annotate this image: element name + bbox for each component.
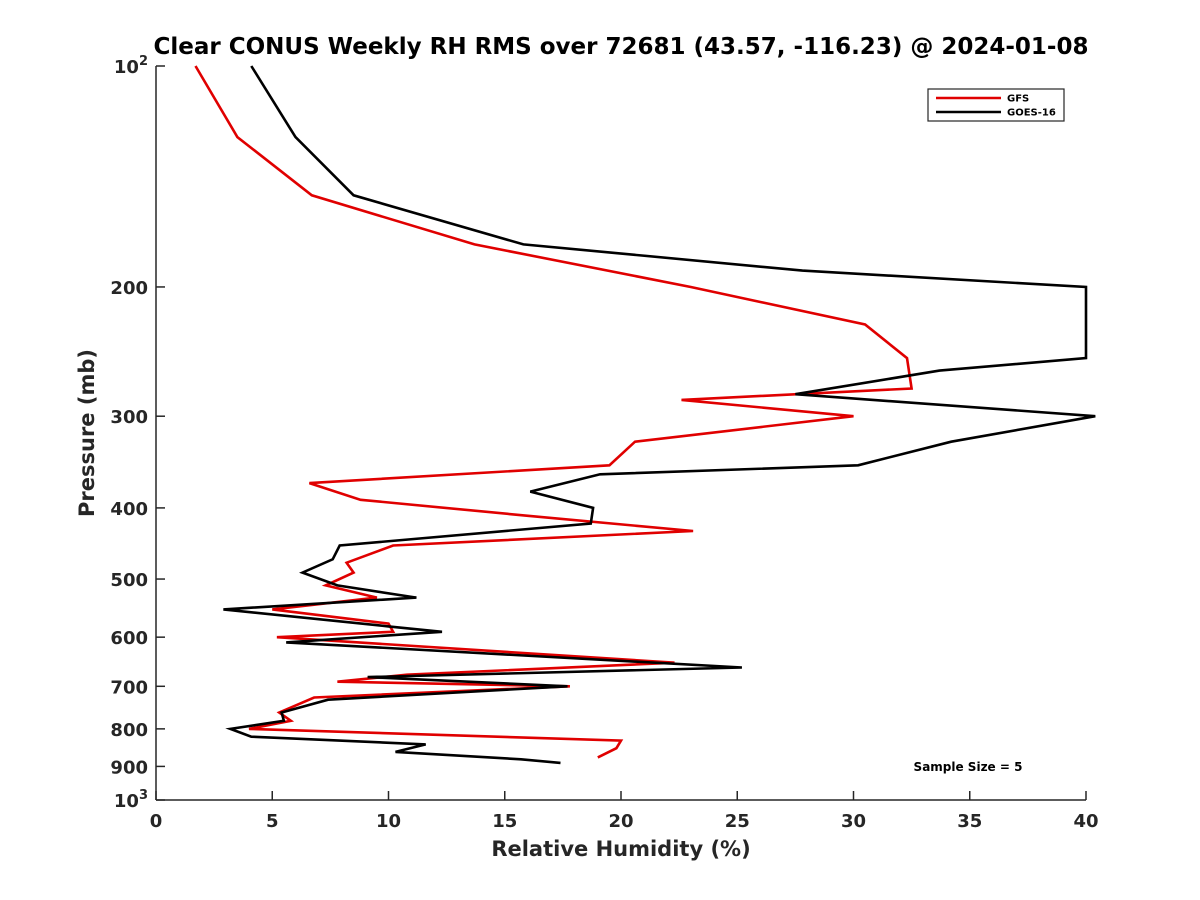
y-tick-label: 200 bbox=[110, 278, 148, 299]
axes bbox=[155, 66, 1086, 801]
y-tick-label: 103 bbox=[114, 788, 148, 812]
legend-label: GFS bbox=[1007, 94, 1029, 105]
x-tick-label: 15 bbox=[492, 811, 517, 832]
x-tick-label: 30 bbox=[841, 811, 866, 832]
x-ticks: 0 5 10 15 20 25 30 35 40 bbox=[150, 791, 1099, 832]
y-tick-label: 700 bbox=[110, 677, 148, 698]
sample-size-annotation: Sample Size = 5 bbox=[914, 760, 1023, 774]
x-tick-label: 0 bbox=[150, 811, 163, 832]
y-tick-label: 300 bbox=[110, 407, 148, 428]
legend-box bbox=[927, 88, 1065, 122]
legend: GFS GOES-16 bbox=[927, 88, 1065, 122]
chart-title: Clear CONUS Weekly RH RMS over 72681 (43… bbox=[154, 34, 1089, 60]
y-tick-label: 500 bbox=[110, 570, 148, 591]
series-line-gfs bbox=[194, 65, 914, 759]
x-tick-label: 20 bbox=[608, 811, 633, 832]
x-tick-label: 35 bbox=[957, 811, 982, 832]
series-line-goes-16 bbox=[223, 65, 1096, 765]
x-tick-label: 10 bbox=[376, 811, 401, 832]
legend-items: GFS GOES-16 bbox=[936, 94, 1056, 119]
x-tick-label: 25 bbox=[725, 811, 750, 832]
y-ticks: 102 200 300 400 500 600 700 800 900 103 bbox=[110, 54, 165, 812]
y-axis-label: Pressure (mb) bbox=[75, 349, 99, 517]
y-tick-label: 400 bbox=[110, 499, 148, 520]
y-tick-label: 800 bbox=[110, 720, 148, 741]
y-tick-label: 900 bbox=[110, 757, 148, 778]
x-axis-label: Relative Humidity (%) bbox=[491, 837, 750, 861]
x-tick-label: 40 bbox=[1073, 811, 1098, 832]
y-tick-label: 600 bbox=[110, 628, 148, 649]
y-tick-label: 102 bbox=[114, 54, 148, 78]
series-layer bbox=[194, 65, 1096, 765]
legend-label: GOES-16 bbox=[1007, 108, 1056, 119]
x-tick-label: 5 bbox=[266, 811, 279, 832]
